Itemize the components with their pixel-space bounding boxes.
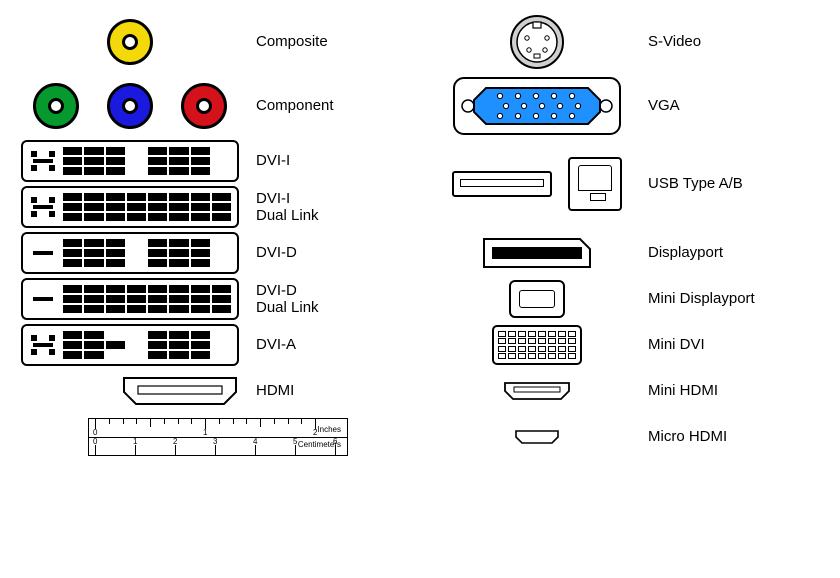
ruler: 0120123456InchesCentimeters — [10, 418, 426, 456]
label-composite: Composite — [256, 33, 426, 50]
dvi-d-dual-connector — [10, 278, 250, 320]
composite-connector — [10, 10, 250, 74]
dvi-i-connector — [10, 140, 250, 182]
label-usb-ab: USB Type A/B — [648, 175, 840, 192]
component-connector — [10, 74, 250, 138]
label-micro-hdmi: Micro HDMI — [648, 428, 840, 445]
mini-hdmi-icon — [502, 380, 572, 402]
rca-jack-green — [33, 83, 79, 129]
svideo-connector — [432, 10, 642, 74]
label-vga: VGA — [648, 97, 840, 114]
label-svideo: S-Video — [648, 33, 840, 50]
mini-dvi-connector — [432, 325, 642, 365]
displayport-icon — [482, 237, 592, 269]
usb-a-icon — [452, 171, 552, 197]
label-dvi-a: DVI-A — [256, 336, 426, 353]
label-dvi-i-dual: DVI-IDual Link — [256, 190, 426, 225]
label-dvi-d: DVI-D — [256, 244, 426, 261]
vga-icon — [452, 76, 622, 136]
dvi-i-dual-connector — [10, 186, 250, 228]
svideo-icon — [509, 14, 565, 70]
label-mini-dvi: Mini DVI — [648, 336, 840, 353]
rca-jack-yellow — [107, 19, 153, 65]
label-hdmi: HDMI — [256, 382, 426, 399]
mini-displayport-connector — [432, 280, 642, 318]
mini-hdmi-connector — [432, 380, 642, 402]
mini-dvi-icon — [492, 325, 582, 365]
label-displayport: Displayport — [648, 244, 840, 261]
hdmi-connector — [10, 374, 250, 408]
rca-jack-red — [181, 83, 227, 129]
label-component: Component — [256, 97, 426, 114]
label-dvi-i: DVI-I — [256, 152, 426, 169]
usb-b-icon — [568, 157, 622, 211]
label-dvi-d-dual: DVI-DDual Link — [256, 282, 426, 317]
label-mini-displayport: Mini Displayport — [648, 290, 840, 307]
displayport-connector — [432, 237, 642, 269]
mini-displayport-icon — [509, 280, 565, 318]
micro-hdmi-connector — [432, 428, 642, 446]
dvi-d-connector — [10, 232, 250, 274]
micro-hdmi-icon — [513, 428, 561, 446]
hdmi-icon — [120, 374, 240, 408]
rca-jack-blue — [107, 83, 153, 129]
usb-ab-connector — [432, 157, 642, 211]
vga-connector — [432, 74, 642, 138]
dvi-a-connector — [10, 324, 250, 366]
label-mini-hdmi: Mini HDMI — [648, 382, 840, 399]
